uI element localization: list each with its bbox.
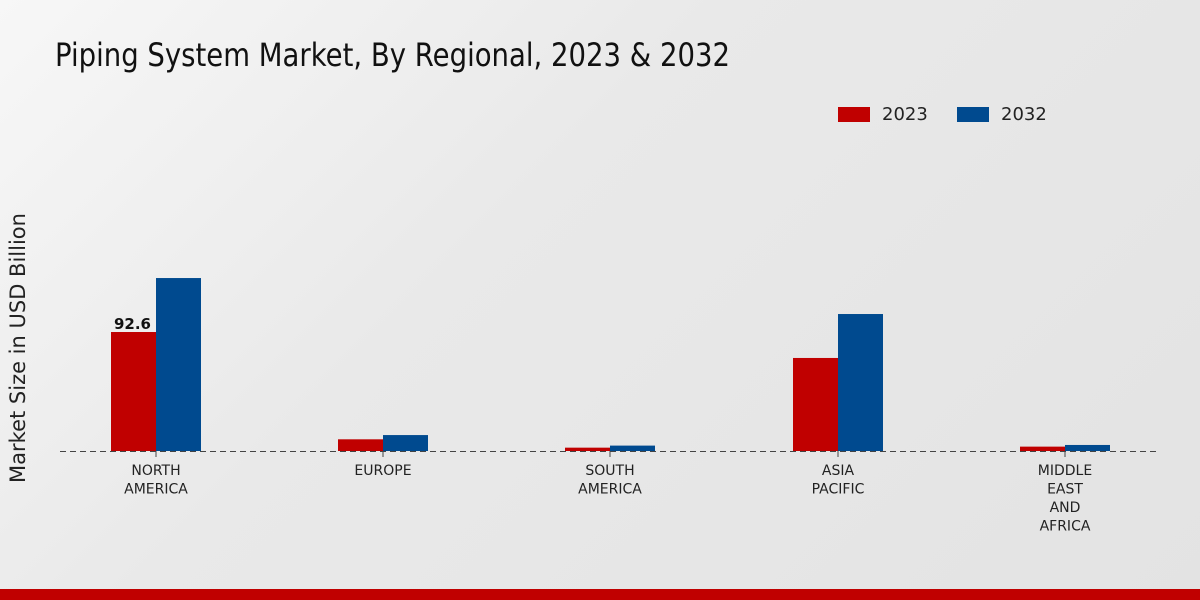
legend-item-2023: 2023: [838, 104, 928, 125]
legend-label: 2032: [1001, 104, 1047, 125]
x-tick-label: EUROPE: [354, 463, 411, 479]
legend-swatch: [957, 107, 989, 122]
chart-title: Piping System Market, By Regional, 2023 …: [55, 36, 731, 74]
bottom-accent-bar: [0, 589, 1200, 600]
x-tick-label: MIDDLE: [1038, 463, 1092, 479]
x-tick-label: ASIA: [822, 463, 855, 479]
x-tick-label: EAST: [1047, 482, 1083, 498]
x-tick-label: NORTH: [131, 463, 180, 479]
x-tick-label: PACIFIC: [812, 482, 865, 498]
legend-item-2032: 2032: [957, 104, 1047, 125]
bar-2032-0: [156, 278, 201, 451]
x-tick-label: AMERICA: [124, 482, 188, 498]
x-tick-label: AFRICA: [1040, 519, 1091, 535]
bar-2032-4: [1065, 444, 1110, 451]
legend-label: 2023: [882, 104, 928, 125]
bar-2023-0: [111, 332, 156, 451]
bar-2032-2: [610, 445, 655, 451]
x-tick-label: AMERICA: [578, 482, 642, 498]
bar-2023-2: [565, 447, 610, 451]
legend-swatch: [838, 107, 870, 122]
bar-2032-3: [838, 314, 883, 451]
bar-2023-4: [1020, 446, 1065, 451]
bar-2023-1: [338, 439, 383, 451]
x-tick-label: AND: [1050, 500, 1081, 516]
x-tick-label: SOUTH: [585, 463, 634, 479]
bar-2032-1: [383, 435, 428, 451]
data-label: 92.6: [114, 315, 151, 333]
bar-2023-3: [793, 357, 838, 451]
